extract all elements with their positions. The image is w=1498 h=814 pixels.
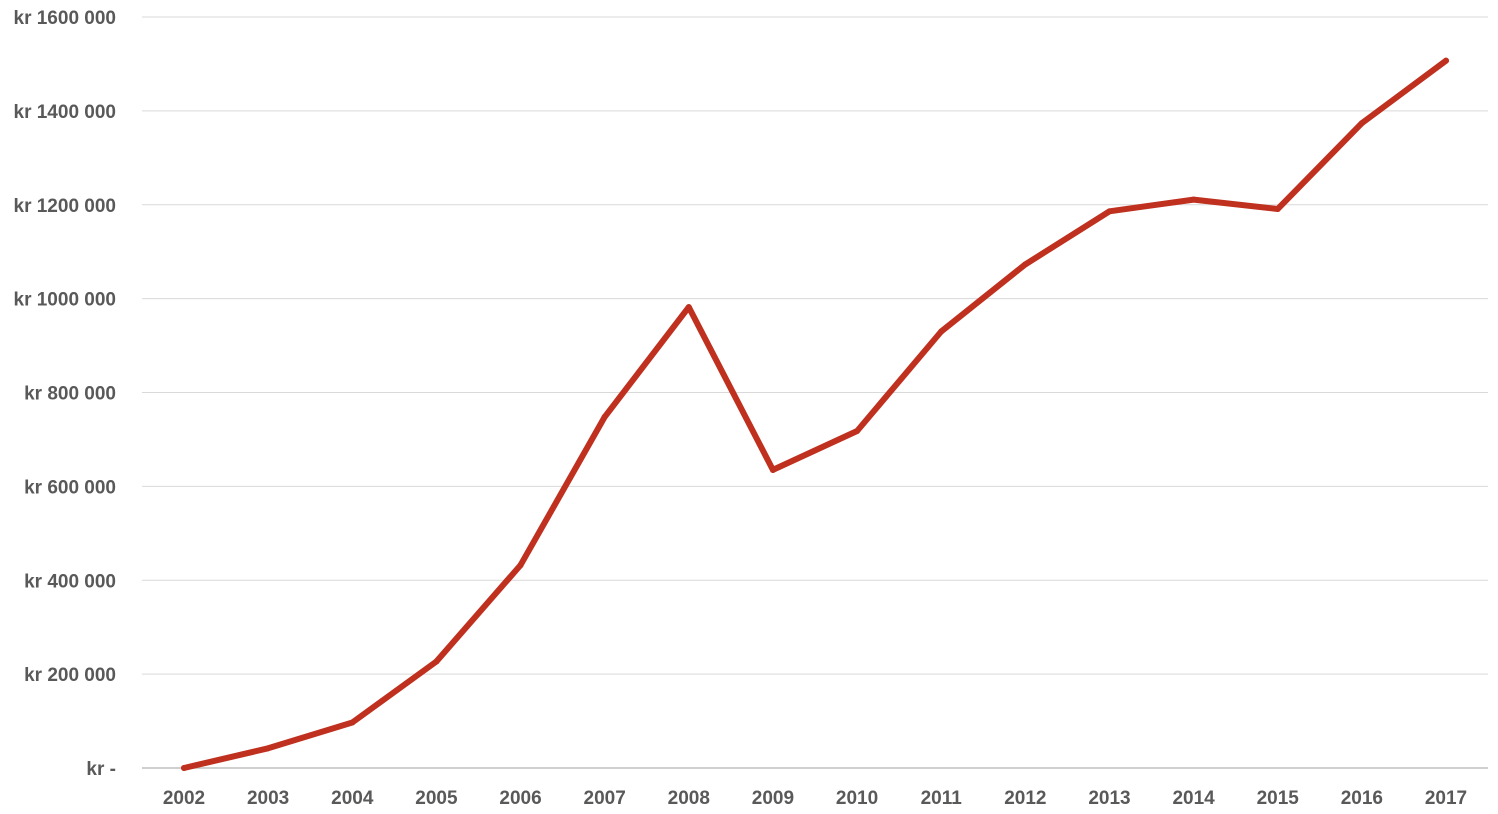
data-point [517,562,524,569]
y-tick-label: kr - [86,759,116,780]
data-point [181,765,187,771]
x-tick-label: 2013 [1088,788,1130,809]
data-point [601,413,608,420]
x-tick-label: 2010 [836,788,878,809]
x-tick-label: 2017 [1425,788,1467,809]
y-tick-label: kr 1400 000 [14,102,117,123]
y-tick-label: kr 600 000 [24,477,116,498]
series-lines [181,57,1449,771]
data-point [349,719,356,726]
data-point [1274,205,1281,212]
data-point [1106,208,1113,215]
data-point [1190,196,1197,203]
series-line [181,57,1449,771]
y-tick-label: kr 1600 000 [14,8,117,29]
x-tick-label: 2003 [247,788,289,809]
x-tick-label: 2006 [499,788,541,809]
y-tick-label: kr 200 000 [24,665,116,686]
x-tick-label: 2011 [921,788,963,809]
x-tick-label: 2008 [668,788,710,809]
x-axis-tick-labels: 2002 2003 2004 2005 2006 2007 2008 2009 2010 2011… [163,788,1467,809]
data-point [265,745,272,752]
x-tick-label: 2004 [331,788,374,809]
data-point [769,466,776,473]
y-tick-label: kr 800 000 [24,384,116,405]
x-tick-label: 2014 [1172,788,1215,809]
data-point [854,427,861,434]
data-point [938,328,945,335]
x-tick-label: 2009 [752,788,794,809]
gridlines [142,16,1488,769]
x-tick-label: 2007 [584,788,626,809]
data-point [1022,261,1029,268]
data-point [1358,120,1365,127]
x-tick-label: 2012 [1004,788,1046,809]
data-point [433,658,440,665]
y-tick-label: kr 1200 000 [14,196,117,217]
x-tick-label: 2005 [415,788,458,809]
y-axis-tick-labels: kr - kr 200 000 kr 400 000 kr 600 000 kr 800… [14,8,117,780]
y-tick-label: kr 1000 000 [14,290,117,311]
data-point [1443,57,1449,64]
x-tick-label: 2016 [1341,788,1383,809]
data-point [685,304,692,311]
y-tick-label: kr 400 000 [24,571,116,592]
x-tick-label: 2015 [1257,788,1300,809]
x-tick-label: 2002 [163,788,205,809]
